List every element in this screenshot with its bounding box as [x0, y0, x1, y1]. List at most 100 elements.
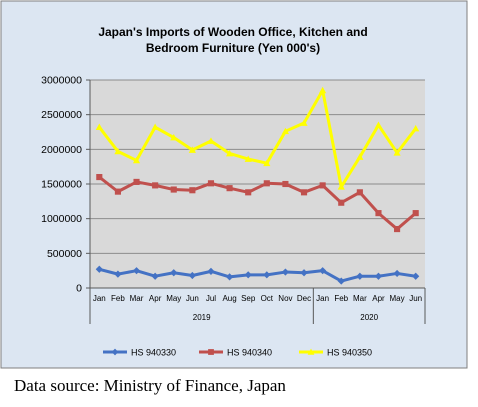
legend-label: HS 940340: [227, 348, 272, 358]
data-point: [319, 267, 327, 275]
data-source-caption: Data source: Ministry of Finance, Japan: [14, 376, 286, 395]
data-point: [356, 272, 364, 280]
x-tick-label: Mar: [353, 294, 367, 303]
data-point: [208, 349, 214, 355]
data-point: [188, 271, 196, 280]
year-group-label: 2020: [360, 313, 378, 322]
data-point: [170, 269, 178, 277]
y-tick-label: 2000000: [41, 144, 82, 156]
data-point: [207, 180, 215, 187]
data-point: [375, 210, 382, 217]
data-point: [111, 348, 119, 356]
gridlines: [90, 79, 425, 289]
data-point: [319, 182, 326, 189]
x-tick-label: Mar: [130, 294, 144, 303]
y-tick-label: 2500000: [41, 109, 82, 121]
y-tick-label: 1000000: [41, 213, 82, 225]
chart-title-line-1: Japan's Imports of Wooden Office, Kitche…: [98, 25, 367, 39]
data-point: [95, 265, 103, 273]
data-point: [189, 187, 196, 194]
x-axis: Jan Feb Mar Apr May Jun Jul Aug Sep Oct Nov Dec Jan F…: [89, 287, 426, 324]
data-point: [225, 273, 234, 281]
data-point: [114, 188, 121, 195]
y-axis: 0 500000 1000000 1500000 2000000 2500000 30000…: [41, 75, 91, 295]
data-point: [300, 269, 308, 277]
data-point: [319, 86, 327, 94]
y-tick-label: 500000: [47, 248, 82, 260]
data-point: [356, 153, 364, 160]
x-tick-label: Dec: [297, 294, 311, 303]
data-point: [263, 271, 271, 279]
data-point: [151, 272, 159, 280]
data-point: [281, 127, 290, 135]
data-point: [282, 180, 289, 188]
data-point: [394, 226, 401, 233]
legend-item: HS 940340: [199, 348, 272, 358]
data-point: [307, 348, 315, 355]
x-tick-label: Aug: [222, 294, 236, 303]
data-point: [132, 267, 141, 275]
series-hs-940350: [95, 86, 420, 190]
data-point: [244, 271, 252, 279]
x-tick-label: Sep: [241, 294, 256, 303]
data-point: [263, 159, 271, 167]
data-point: [170, 133, 178, 141]
data-point: [337, 277, 345, 285]
legend-label: HS 940350: [327, 348, 372, 358]
data-point: [412, 272, 420, 280]
series-layer: [95, 86, 420, 285]
data-point: [170, 186, 177, 193]
data-point: [95, 123, 103, 131]
data-point: [188, 146, 196, 153]
data-point: [281, 268, 290, 276]
series-hs-940330: [95, 265, 420, 285]
chart-title-line-2: Bedroom Furniture (Yen 000's): [146, 41, 320, 55]
data-point: [132, 156, 141, 164]
x-tick-label: Jan: [93, 294, 106, 303]
x-tick-label: Nov: [278, 294, 292, 303]
y-tick-label: 1500000: [41, 179, 82, 191]
data-point: [412, 210, 419, 217]
x-tick-label: Oct: [261, 294, 274, 303]
x-tick-label: Feb: [334, 294, 348, 303]
x-tick-label: Feb: [111, 294, 125, 303]
x-tick-label: Apr: [372, 294, 385, 303]
data-point: [151, 123, 159, 131]
data-point: [393, 149, 401, 156]
data-point: [356, 189, 363, 196]
data-point: [300, 189, 308, 196]
data-point: [226, 185, 233, 192]
data-point: [374, 121, 383, 128]
data-point: [338, 199, 345, 206]
data-point: [114, 270, 122, 278]
data-point: [133, 178, 140, 185]
data-point: [245, 189, 252, 196]
legend-label: HS 940330: [131, 348, 176, 358]
legend-item: HS 940330: [103, 348, 176, 358]
data-point: [374, 272, 383, 280]
data-point: [244, 155, 252, 162]
series-line: [98, 175, 417, 231]
legend: HS 940330 HS 940340 HS 940350: [103, 348, 372, 358]
data-point: [263, 180, 270, 187]
data-point: [393, 269, 401, 278]
series-hs-940340: [96, 174, 419, 233]
data-point: [225, 149, 234, 157]
data-point: [337, 183, 345, 190]
data-point: [207, 137, 215, 144]
data-point: [152, 182, 159, 189]
legend-item: HS 940350: [299, 348, 372, 358]
x-tick-label: Jun: [409, 294, 422, 303]
x-tick-label: May: [390, 294, 405, 303]
data-point: [114, 147, 122, 155]
data-point: [300, 119, 308, 126]
year-group-label: 2019: [193, 313, 211, 322]
y-tick-label: 0: [76, 283, 82, 295]
series-line: [98, 88, 417, 189]
x-tick-label: Apr: [149, 294, 162, 303]
data-point: [96, 174, 103, 181]
data-point: [207, 267, 215, 275]
y-tick-label: 3000000: [41, 75, 82, 87]
x-tick-label: Jan: [316, 294, 329, 303]
